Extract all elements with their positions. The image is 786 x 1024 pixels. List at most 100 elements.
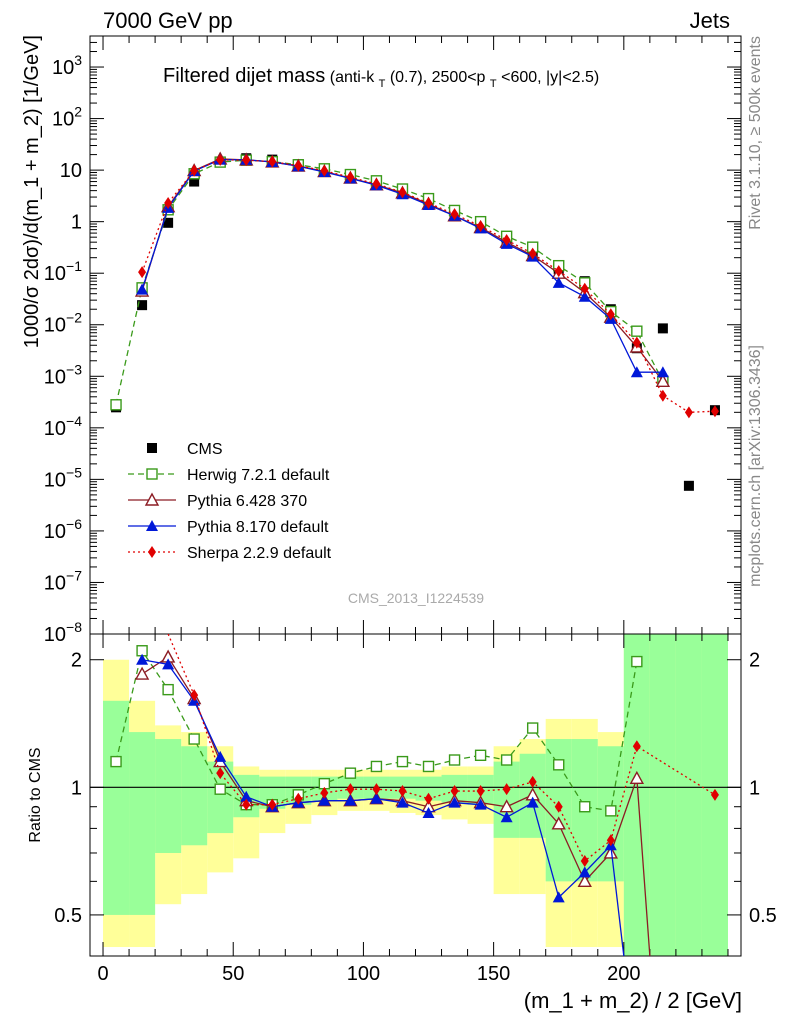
data-point xyxy=(268,798,277,811)
data-point xyxy=(240,790,253,802)
data-point xyxy=(474,749,487,762)
data-point xyxy=(710,405,719,418)
data-point xyxy=(448,754,461,766)
ratio-y-tick-label-right: 1 xyxy=(749,777,760,799)
data-point xyxy=(684,406,693,419)
y-tick-label: 10−1 xyxy=(44,258,82,285)
data-point xyxy=(190,689,199,702)
chart-title-main: Filtered dijet mass xyxy=(163,65,325,87)
legend-item: Herwig 7.2.1 default xyxy=(128,467,330,484)
band-inner xyxy=(649,634,676,956)
y-tick-label: 10−8 xyxy=(44,619,82,646)
data-point xyxy=(500,811,513,823)
data-point xyxy=(450,785,459,798)
ratio-panel: 0 50 100 150 200 0.5 0.5 1 1 2 2 xyxy=(54,633,777,985)
data-point xyxy=(370,792,383,804)
data-point xyxy=(146,520,158,531)
chart-title-sub-pre: (anti-k xyxy=(330,69,375,86)
data-point xyxy=(606,834,615,847)
series-line xyxy=(115,159,664,405)
data-point xyxy=(188,733,200,745)
data-point xyxy=(577,873,592,888)
data-point xyxy=(190,164,199,177)
data-point xyxy=(424,792,433,805)
data-point xyxy=(580,282,589,295)
data-point xyxy=(344,794,357,806)
data-point xyxy=(502,783,511,796)
series-line xyxy=(141,159,715,413)
ratio-series-herwig-7-2-1-default xyxy=(110,645,643,817)
data-point xyxy=(214,750,227,762)
ratio-series-line xyxy=(141,659,625,956)
data-point xyxy=(502,234,511,247)
data-point xyxy=(630,366,643,378)
data-point xyxy=(552,276,565,288)
y-tick-label: 10−6 xyxy=(44,516,82,543)
ratio-series-pythia-8-170-default xyxy=(136,653,625,956)
data-point xyxy=(134,666,150,680)
data-point xyxy=(189,176,200,187)
y-tick-label: 102 xyxy=(52,104,82,131)
data-point xyxy=(629,770,645,785)
data-point xyxy=(346,171,355,184)
data-point xyxy=(605,805,617,817)
y-axis-label-main: 1000/σ 2dσ)/d(m_1 + m_2) [1/GeV] xyxy=(21,35,43,348)
header-right: Jets xyxy=(690,8,730,33)
data-point xyxy=(344,767,357,779)
data-point xyxy=(528,247,537,260)
data-point xyxy=(554,800,563,813)
data-point xyxy=(580,855,589,868)
data-point xyxy=(396,796,409,808)
data-point xyxy=(214,783,226,795)
data-point xyxy=(396,755,409,768)
data-point xyxy=(370,760,383,773)
ratio-series-line xyxy=(167,634,716,863)
band-inner xyxy=(155,739,182,853)
chart-title-sub-subscript2: T xyxy=(490,78,497,90)
legend-label: CMS xyxy=(187,441,223,458)
y-tick-label: 10−7 xyxy=(44,567,82,594)
data-point xyxy=(553,759,565,771)
data-point xyxy=(631,655,643,668)
x-tick-label: 150 xyxy=(477,963,510,985)
y-tick-label: 103 xyxy=(52,52,82,79)
data-point xyxy=(631,325,643,337)
data-point xyxy=(476,220,485,233)
x-tick-label: 50 xyxy=(222,963,244,985)
data-point xyxy=(656,366,669,378)
ratio-y-tick-label: 0.5 xyxy=(54,905,82,927)
chart-title: Filtered dijet mass (anti-k T (0.7), 250… xyxy=(163,65,599,91)
data-point xyxy=(710,788,719,801)
data-point xyxy=(110,399,122,411)
data-point xyxy=(422,760,435,773)
data-point xyxy=(372,177,381,190)
band-inner xyxy=(675,634,702,956)
data-point xyxy=(146,468,158,480)
data-point xyxy=(450,208,459,221)
data-point xyxy=(216,153,225,166)
data-point xyxy=(216,767,225,780)
data-point xyxy=(526,722,539,734)
legend-label: Pythia 6.428 370 xyxy=(187,493,307,510)
data-point xyxy=(424,197,433,210)
data-point xyxy=(294,792,303,805)
side-label-bottom: mcplots.cern.ch [arXiv:1306.3436] xyxy=(747,345,764,587)
band-inner xyxy=(181,746,208,846)
data-point xyxy=(148,546,156,558)
y-tick-label: 10−2 xyxy=(44,310,82,337)
header-left: 7000 GeV pp xyxy=(103,8,233,33)
data-point xyxy=(500,754,513,766)
data-point xyxy=(318,794,331,806)
legend-label: Herwig 7.2.1 default xyxy=(187,467,330,484)
ratio-y-tick-label-right: 0.5 xyxy=(749,905,777,927)
ratio-series-sherpa-2-2-9-default xyxy=(167,634,719,868)
data-point xyxy=(578,290,591,302)
data-point xyxy=(110,755,122,768)
data-point xyxy=(320,164,329,177)
data-point xyxy=(552,891,565,903)
data-point xyxy=(632,740,641,753)
data-point xyxy=(422,806,435,818)
legend-item: Pythia 6.428 370 xyxy=(128,492,307,510)
data-point xyxy=(137,300,148,311)
y-tick-label: 1 xyxy=(71,212,82,234)
